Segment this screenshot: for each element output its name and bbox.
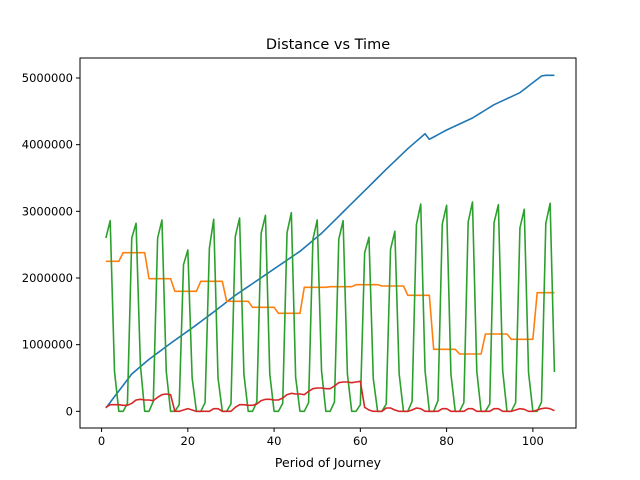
series-line-2	[105, 251, 555, 355]
x-tick-label: 0	[98, 434, 105, 448]
x-tick-label: 80	[439, 434, 454, 448]
x-tick-label: 60	[353, 434, 368, 448]
x-tick-label: 40	[267, 434, 282, 448]
y-tick-label: 0	[66, 404, 73, 418]
series-line-3	[105, 201, 556, 413]
x-axis: 0 20 40 60 80 100	[98, 428, 544, 448]
chart-title: Distance vs Time	[266, 37, 390, 53]
y-tick-label: 5000000	[22, 71, 73, 85]
y-tick-label: 4000000	[22, 138, 73, 152]
y-tick-label: 2000000	[22, 271, 73, 285]
x-tick-label: 100	[522, 434, 544, 448]
y-tick-label: 1000000	[22, 338, 73, 352]
series-layer	[105, 74, 556, 413]
y-tick-label: 3000000	[22, 204, 73, 218]
plot-area-frame	[79, 57, 577, 429]
x-axis-label: Period of Journey	[275, 455, 382, 470]
series-line-4	[105, 380, 555, 413]
x-tick-label: 20	[181, 434, 196, 448]
y-axis: 0 1000000 2000000 3000000 4000000 5000000	[22, 71, 80, 418]
